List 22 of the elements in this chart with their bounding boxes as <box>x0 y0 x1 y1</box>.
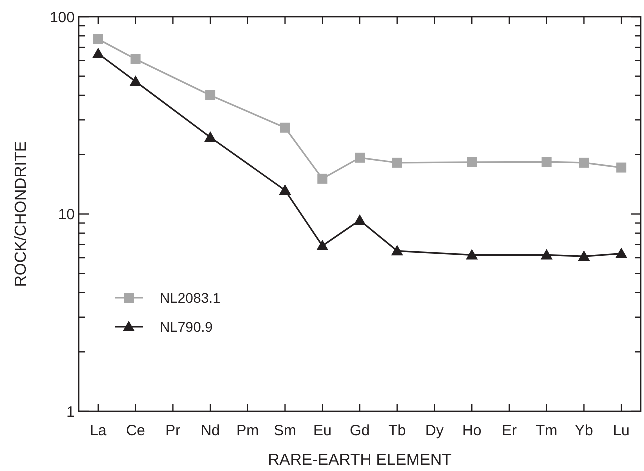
x-tick-label: Tm <box>536 422 558 440</box>
x-tick-label: Lu <box>613 422 630 440</box>
y-axis-title: ROCK/CHONDRITE <box>13 141 30 288</box>
x-tick-label: Eu <box>313 422 332 440</box>
legend-label: NL790.9 <box>160 318 214 335</box>
y-tick-label: 1 <box>66 404 75 421</box>
x-tick-label: Tb <box>388 422 406 440</box>
x-tick-label: Gd <box>350 422 370 440</box>
y-tick-label: 100 <box>50 9 75 26</box>
x-tick-label: Ho <box>462 422 482 440</box>
x-tick-label: Ce <box>126 422 146 440</box>
x-tick-label: Pr <box>166 422 181 440</box>
legend-label: NL2083.1 <box>160 290 221 306</box>
y-tick-label: 10 <box>58 206 75 224</box>
x-tick-label: Sm <box>274 422 297 440</box>
x-tick-label: Nd <box>200 422 220 440</box>
x-tick-label: Er <box>502 422 517 440</box>
x-tick-label: La <box>90 422 108 440</box>
x-tick-label: Yb <box>575 422 594 440</box>
x-axis-title: RARE-EARTH ELEMENT <box>268 452 452 469</box>
x-tick-label: Pm <box>236 422 260 440</box>
x-tick-label: Dy <box>426 422 444 440</box>
